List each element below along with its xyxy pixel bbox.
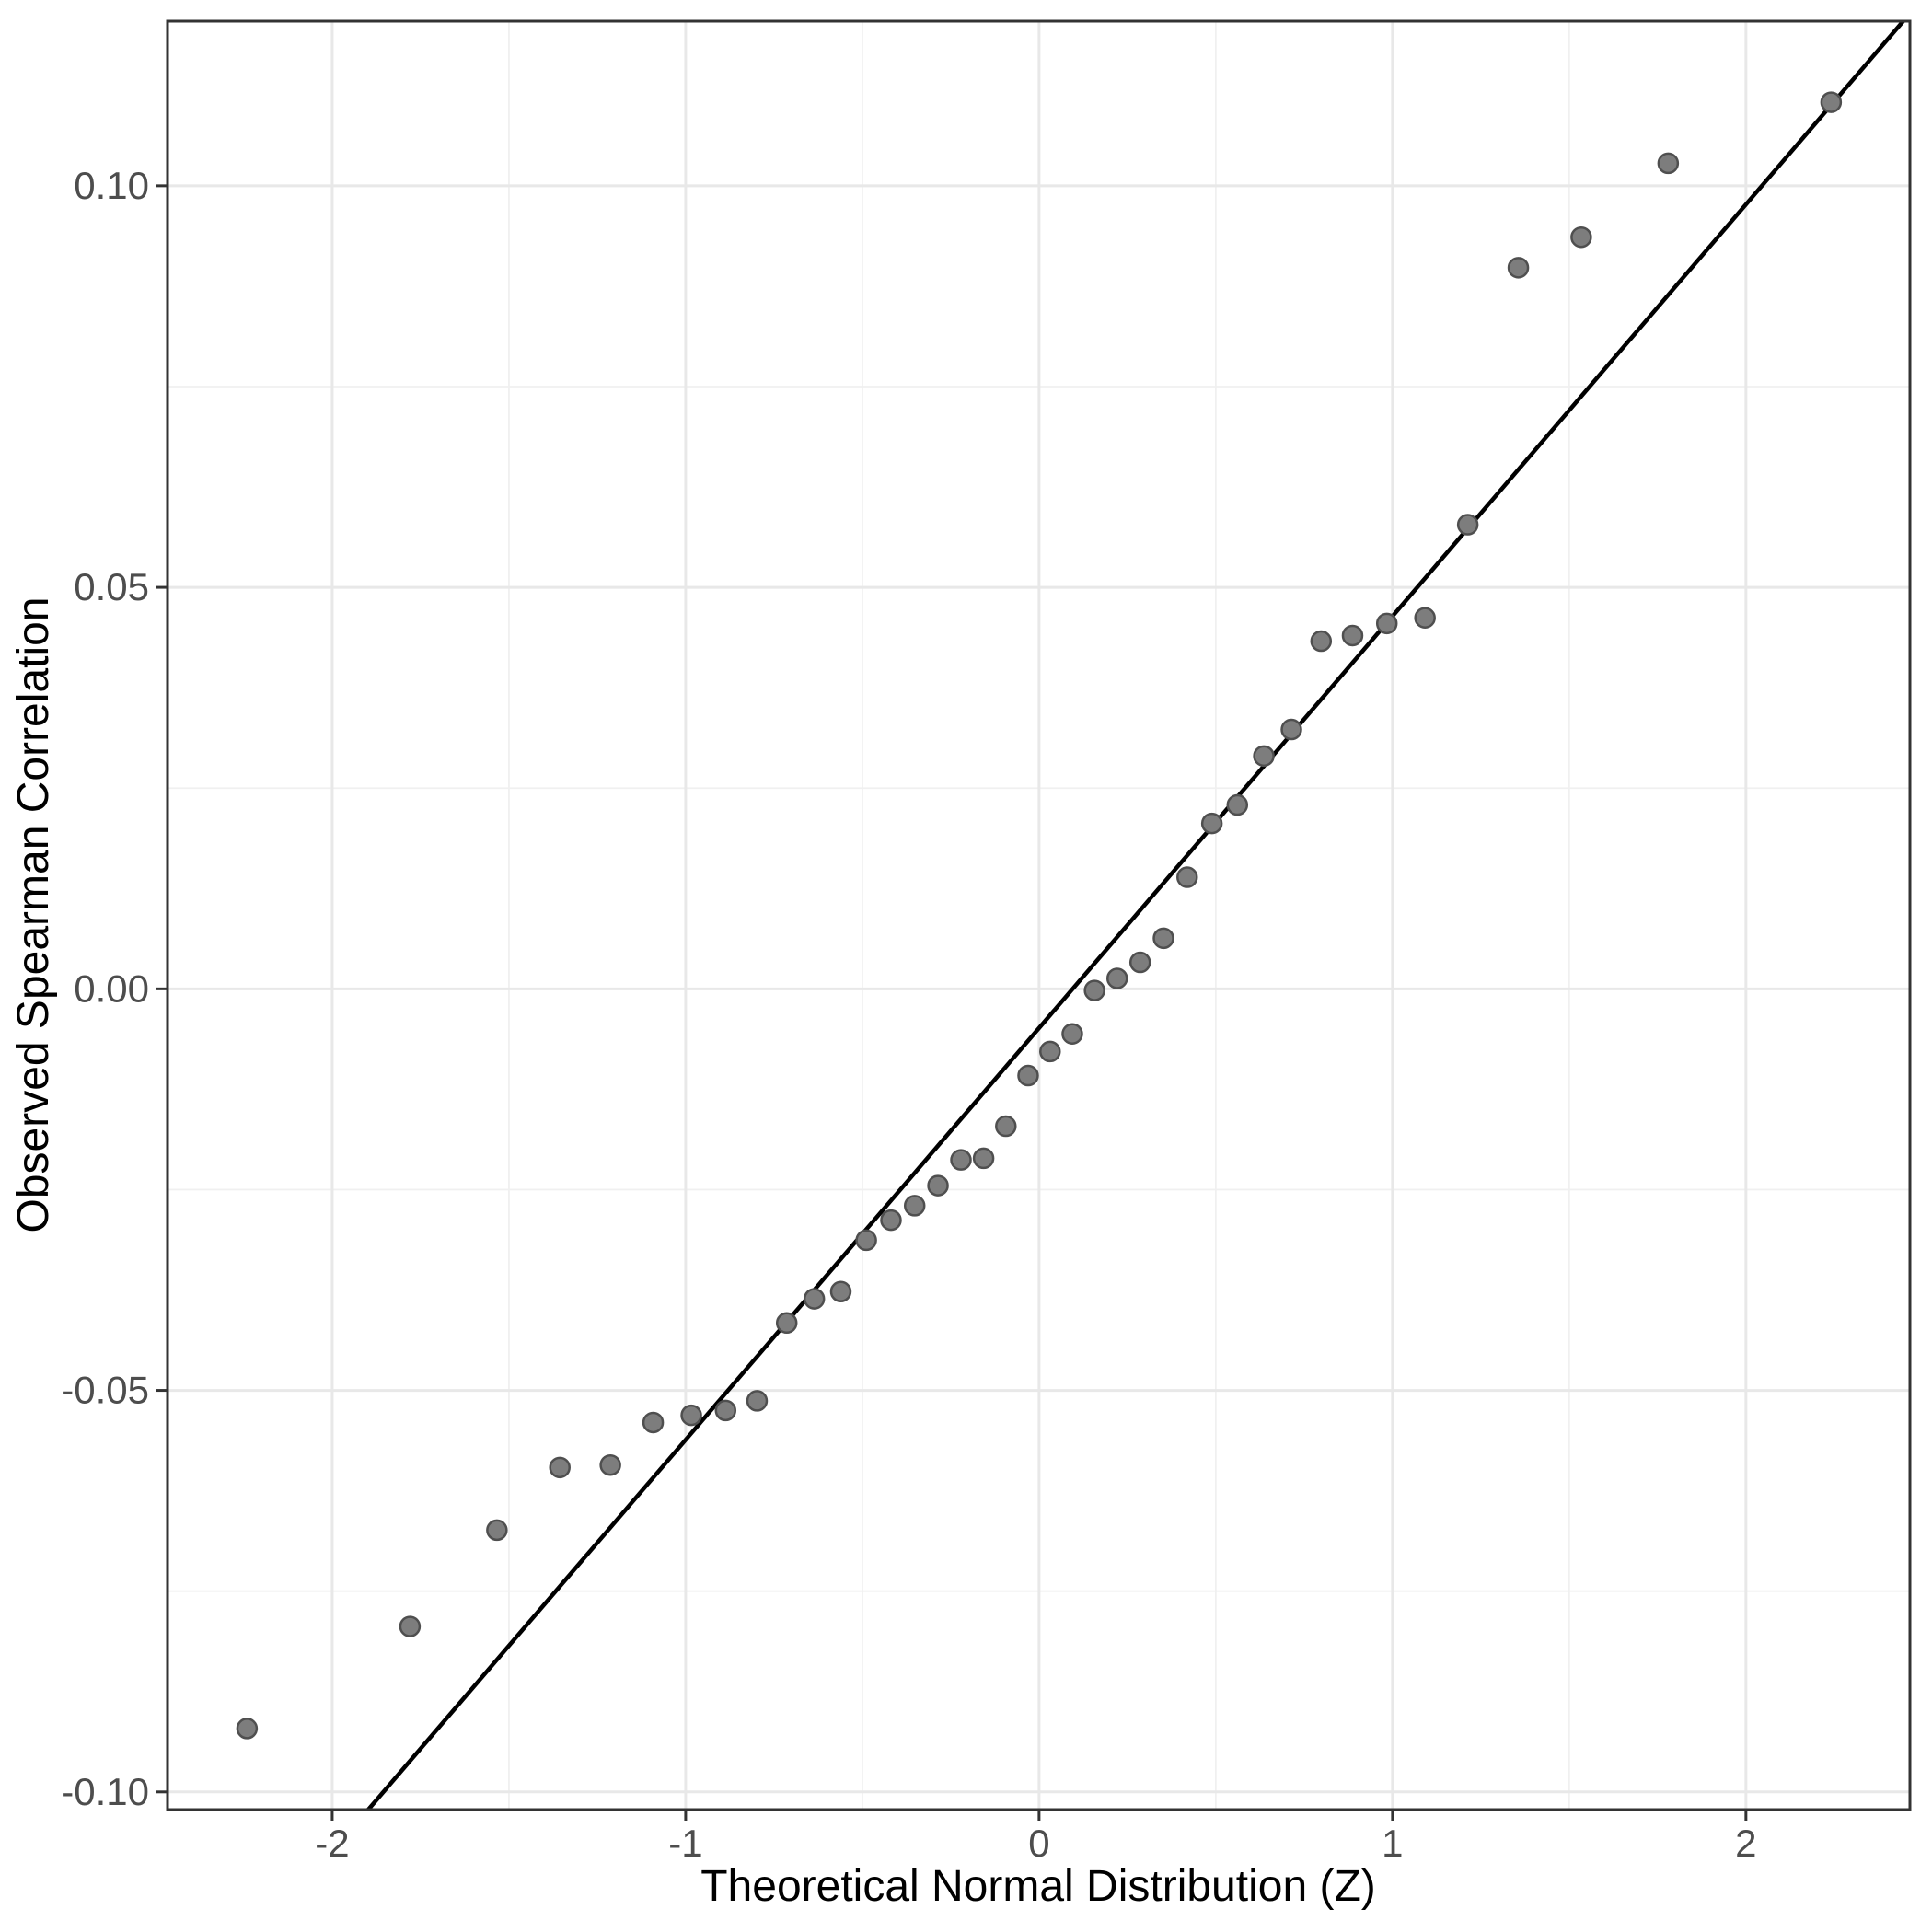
x-tick-label: 2 — [1735, 1822, 1756, 1865]
data-point — [880, 1209, 902, 1232]
y-axis-tick-labels: 0.10 0.05 0.00 -0.05 -0.10 — [61, 164, 149, 1813]
qq-reference-line-group — [366, 19, 1905, 1811]
data-point — [1152, 927, 1174, 950]
x-tick-label: 1 — [1382, 1822, 1403, 1865]
x-tick-label: -1 — [668, 1822, 702, 1865]
data-points — [236, 91, 1843, 1740]
data-point — [746, 1390, 769, 1412]
data-point — [549, 1456, 571, 1479]
data-point — [599, 1453, 621, 1476]
data-point — [1105, 967, 1128, 989]
data-point — [236, 1718, 259, 1740]
data-point — [1200, 812, 1223, 835]
x-axis-tick-labels: -2 -1 0 1 2 — [315, 1822, 1756, 1865]
data-point — [1375, 612, 1398, 635]
data-point — [803, 1288, 826, 1310]
y-tick-label: -0.10 — [61, 1770, 149, 1813]
x-axis-title: Theoretical Normal Distribution (Z) — [700, 1862, 1376, 1911]
data-point — [1128, 951, 1151, 974]
data-point — [642, 1411, 665, 1434]
data-point — [1414, 607, 1436, 629]
data-point — [927, 1174, 949, 1197]
data-point — [1456, 514, 1479, 536]
data-point — [1820, 91, 1843, 113]
x-tick-label: 0 — [1028, 1822, 1049, 1865]
data-point — [829, 1280, 852, 1303]
data-point — [1657, 152, 1680, 175]
y-tick-label: 0.00 — [74, 966, 149, 1010]
y-axis-title: Observed Spearman Correlation — [9, 596, 58, 1232]
data-point — [1061, 1023, 1083, 1045]
data-point — [486, 1519, 508, 1542]
data-point — [1341, 624, 1364, 647]
data-point — [1017, 1064, 1039, 1087]
data-point — [1083, 979, 1105, 1001]
data-point — [1253, 745, 1275, 768]
data-point — [972, 1147, 995, 1170]
y-tick-label: -0.05 — [61, 1369, 149, 1412]
data-point — [1310, 630, 1333, 653]
axis-tick-marks — [156, 184, 1748, 1821]
data-point — [855, 1229, 877, 1252]
data-point — [1570, 226, 1592, 249]
data-point — [680, 1404, 702, 1427]
x-tick-label: -2 — [315, 1822, 349, 1865]
data-point — [1507, 257, 1530, 279]
major-gridlines — [168, 21, 1910, 1810]
data-point — [775, 1312, 798, 1335]
data-point — [1039, 1040, 1061, 1063]
qq-reference-line — [366, 19, 1905, 1811]
y-tick-label: 0.10 — [74, 164, 149, 207]
data-point — [1176, 866, 1198, 888]
data-point — [903, 1195, 926, 1217]
data-point — [1226, 793, 1249, 816]
data-point — [399, 1615, 422, 1637]
data-point — [1280, 718, 1302, 741]
data-point — [995, 1115, 1017, 1138]
data-point — [950, 1149, 972, 1171]
data-point — [714, 1399, 737, 1422]
y-tick-label: 0.05 — [74, 565, 149, 608]
